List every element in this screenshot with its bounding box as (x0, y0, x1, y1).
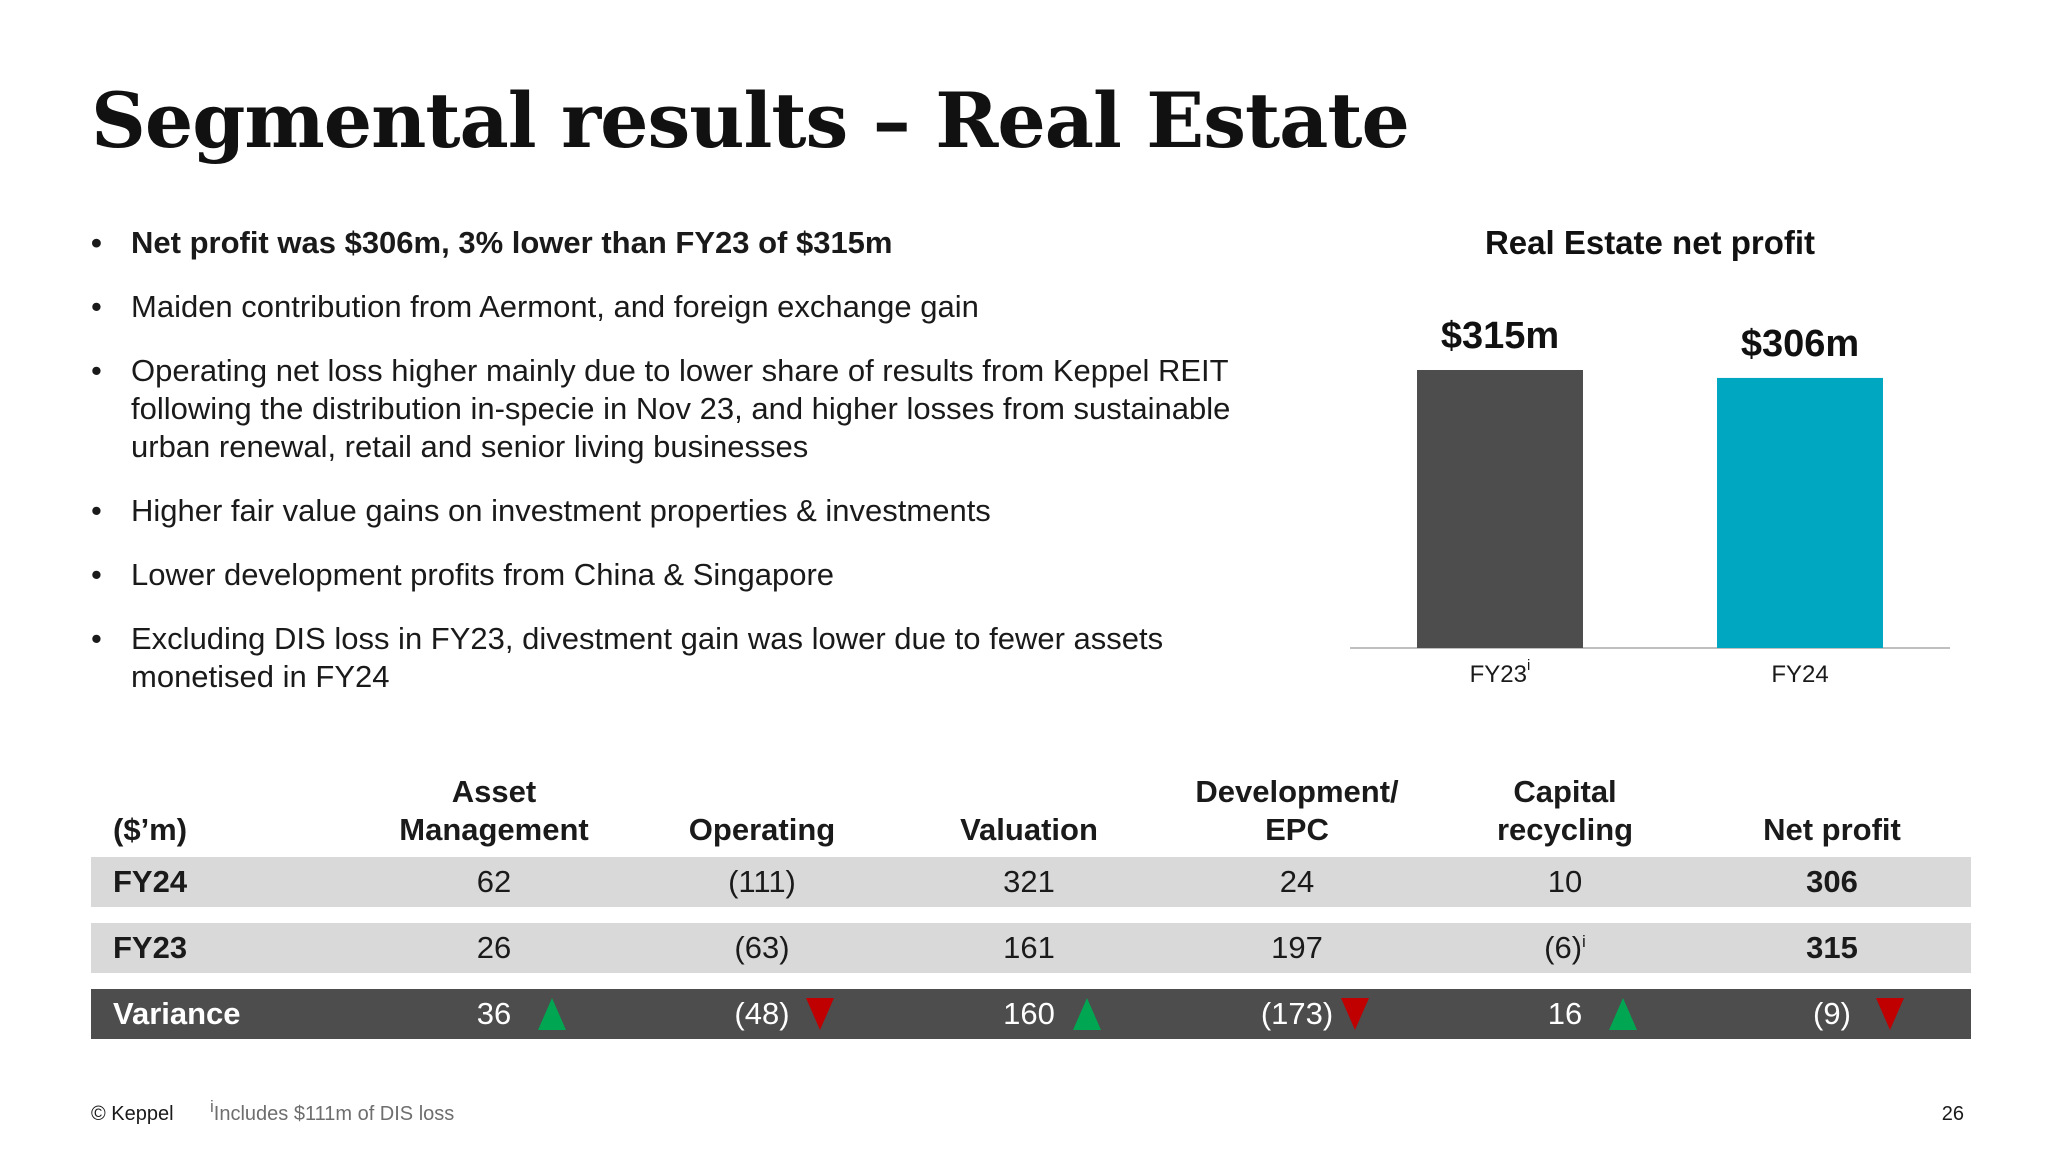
column-header-line: Asset (451, 774, 537, 809)
table-cell: 321 (929, 857, 1129, 907)
table-cell: 62 (394, 857, 594, 907)
column-header-line: Net profit (1763, 812, 1901, 847)
column-header-line: EPC (1265, 812, 1329, 847)
tick-footnote-marker: i (1527, 657, 1530, 674)
bullet-item: Net profit was $306m, 3% lower than FY23… (91, 224, 1251, 262)
page-title: Segmental results – Real Estate (91, 76, 1410, 165)
table-cell: 306 (1732, 857, 1932, 907)
column-header: Development/EPC (1167, 773, 1427, 849)
cell-value: (111) (728, 864, 796, 899)
column-header: Operating (632, 811, 892, 849)
results-table: ($’m) Asset Management Operating Valuation De… (91, 765, 1971, 1039)
cell-value: 315 (1806, 930, 1858, 965)
cell-value: (63) (734, 930, 790, 965)
bullet-item: Higher fair value gains on investment pr… (91, 492, 1251, 530)
tick-label-text: FY23 (1470, 661, 1527, 688)
column-header-line: Operating (688, 812, 836, 847)
trend-up-shape (538, 998, 566, 1030)
table-cell: (173) (1197, 989, 1397, 1039)
trend-down-icon (806, 998, 834, 1030)
column-header: Capital recycling (1435, 773, 1695, 849)
bullet-item: Operating net loss higher mainly due to … (91, 352, 1251, 466)
chart-title: Real Estate net profit (1484, 224, 1816, 261)
table-cell: (48) (662, 989, 862, 1039)
bar-fy23 (1417, 370, 1583, 648)
table-cell: (111) (662, 857, 862, 907)
table-cell: 160 (929, 989, 1129, 1039)
table-row: FY24 62 (111) 321 24 10 306 (91, 857, 1971, 907)
cell-value: (173) (1260, 996, 1334, 1031)
trend-down-shape (1341, 998, 1369, 1030)
cell-value: (6) (1544, 930, 1583, 965)
cell-value: 321 (1003, 864, 1055, 899)
data-label-fy24: $306m (1741, 323, 1859, 365)
cell-value: 24 (1279, 864, 1315, 899)
cell-value: 16 (1547, 996, 1583, 1031)
table-header: ($’m) Asset Management Operating Valuation De… (91, 765, 1971, 857)
cell-value: 161 (1003, 930, 1055, 965)
trend-up-shape (1609, 998, 1637, 1030)
cell-value: 36 (476, 996, 512, 1031)
bullet-item: Maiden contribution from Aermont, and fo… (91, 288, 1251, 326)
table-cell: (6)i (1465, 923, 1665, 973)
bullet-list: Net profit was $306m, 3% lower than FY23… (91, 224, 1251, 722)
column-header-line: Development/ (1195, 774, 1399, 809)
copyright: © Keppel (91, 1103, 174, 1125)
bar-chart-svg: $315m FY23i $306m FY24 (1350, 315, 1950, 688)
bullet-item: Excluding DIS loss in FY23, divestment g… (91, 620, 1251, 696)
footnote-text: Includes $111m of DIS loss (213, 1103, 455, 1125)
column-header: Net profit (1702, 811, 1962, 849)
trend-up-icon (1073, 998, 1101, 1030)
trend-down-icon (1876, 998, 1904, 1030)
page-number: 26 (1941, 1103, 1964, 1125)
column-header: Asset Management (364, 773, 624, 849)
column-header-line: Capital (1513, 774, 1617, 809)
table-cell: 197 (1197, 923, 1397, 973)
bullet-item: Lower development profits from China & S… (91, 556, 1251, 594)
cell-value: (9) (1813, 996, 1851, 1031)
column-header-line: Valuation (960, 812, 1098, 847)
net-profit-chart: Real Estate net profit $315m FY23i $306m FY… (1340, 220, 1960, 700)
row-label: FY24 (113, 864, 188, 899)
trend-down-shape (1876, 998, 1904, 1030)
table-cell: 315 (1732, 923, 1932, 973)
tick-label-text: FY24 (1771, 661, 1828, 688)
table-cell: (63) (662, 923, 862, 973)
table-cell: (9) (1732, 989, 1932, 1039)
trend-down-icon (1341, 998, 1369, 1030)
table-row: Variance 36 (48) 160 (173) 16 (9) (91, 989, 1971, 1039)
column-header-line: recycling (1496, 812, 1634, 847)
column-header: Valuation (899, 811, 1159, 849)
table-cell: 10 (1465, 857, 1665, 907)
cell-value: 160 (1003, 996, 1055, 1031)
cell-value: 10 (1547, 864, 1583, 899)
trend-up-icon (538, 998, 566, 1030)
table-cell: 24 (1197, 857, 1397, 907)
column-header-line: Management (399, 812, 589, 847)
row-label: Variance (113, 996, 241, 1031)
column-header-line: ($’m) (113, 812, 188, 847)
table-cell: 161 (929, 923, 1129, 973)
cell-value: (48) (734, 996, 790, 1031)
table-cell: 26 (394, 923, 594, 973)
table-cell: 36 (394, 989, 594, 1039)
table-row: FY23 26 (63) 161 197 (6)i 315 (91, 923, 1971, 973)
trend-down-shape (806, 998, 834, 1030)
cell-value: 197 (1271, 930, 1323, 965)
footnote-marker: i (210, 1097, 214, 1116)
cell-value: 62 (476, 864, 512, 899)
tick-label-fy23: FY23i (1470, 657, 1531, 688)
row-label: FY23 (113, 930, 188, 965)
data-label-fy23: $315m (1441, 315, 1559, 357)
column-header: ($’m) (113, 811, 187, 849)
table-cell: 16 (1465, 989, 1665, 1039)
trend-up-icon (1609, 998, 1637, 1030)
cell-value: 26 (476, 930, 512, 965)
tick-label-fy24: FY24 (1771, 661, 1828, 688)
trend-up-shape (1073, 998, 1101, 1030)
bar-fy24 (1717, 377, 1883, 648)
cell-footnote-marker: i (1582, 932, 1586, 951)
footnote: iIncludes $111m of DIS loss (210, 1097, 455, 1126)
cell-value: 306 (1806, 864, 1858, 899)
